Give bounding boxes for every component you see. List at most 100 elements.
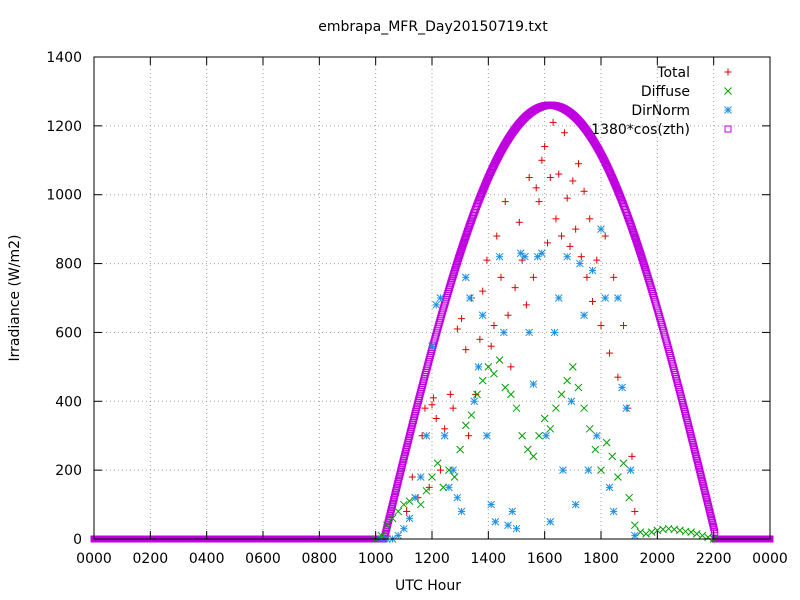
envelope-point — [689, 441, 697, 449]
envelope-point — [705, 503, 713, 511]
diffuse-point — [518, 431, 526, 440]
diffuse-point — [450, 473, 459, 481]
dirnorm-point — [440, 431, 449, 440]
envelope-point — [640, 262, 648, 270]
envelope-point — [452, 263, 460, 271]
envelope-point — [711, 528, 719, 536]
diffuse-point — [456, 445, 465, 454]
total-point — [580, 187, 588, 195]
envelope-point — [382, 528, 390, 536]
diffuse-point — [405, 497, 414, 505]
total-point — [458, 315, 466, 323]
envelope-point — [410, 414, 418, 422]
envelope-point — [693, 457, 701, 465]
envelope-point — [637, 251, 645, 259]
envelope-point — [403, 443, 411, 451]
envelope-point — [413, 401, 421, 409]
total-point — [501, 198, 509, 206]
envelope-point — [414, 399, 422, 407]
dirnorm-point — [470, 397, 479, 406]
x-tick-label: 0800 — [302, 551, 338, 567]
total-point — [610, 273, 618, 281]
envelope-point — [390, 496, 398, 504]
envelope-point — [391, 491, 399, 499]
envelope-point — [684, 419, 692, 427]
envelope-point — [397, 466, 405, 474]
total-point — [605, 349, 613, 357]
envelope-point — [700, 484, 708, 492]
dirnorm-point — [529, 380, 538, 388]
envelope-point — [684, 421, 692, 429]
envelope-point — [683, 414, 691, 422]
dirnorm-point — [630, 531, 639, 540]
dirnorm-point — [499, 328, 508, 337]
envelope-point — [396, 471, 404, 479]
envelope-point — [677, 392, 685, 400]
envelope-point — [411, 410, 419, 418]
envelope-point — [709, 519, 717, 527]
dirnorm-point — [466, 294, 474, 302]
envelope-point — [393, 482, 401, 490]
y-axis-label: Irradiance (W/m2) — [7, 235, 23, 362]
diffuse-point — [523, 445, 532, 454]
envelope-point — [412, 408, 420, 416]
dirnorm-point — [550, 328, 559, 337]
envelope-point — [416, 392, 424, 400]
dirnorm-point — [571, 500, 580, 509]
envelope-point — [454, 255, 462, 263]
diffuse-point — [507, 390, 515, 399]
total-point — [583, 273, 591, 281]
total-point — [538, 156, 546, 164]
total-point — [566, 242, 574, 250]
dirnorm-point — [588, 266, 597, 275]
diffuse-point — [563, 376, 572, 385]
envelope-point — [400, 455, 408, 463]
envelope-point — [452, 262, 460, 270]
dirnorm-point — [478, 311, 487, 320]
total-point — [476, 335, 484, 343]
envelope-point — [682, 410, 689, 418]
diffuse-point — [585, 424, 594, 433]
envelope-point — [683, 416, 691, 424]
envelope-point — [682, 412, 690, 420]
envelope-point — [399, 459, 407, 467]
diffuse-point — [574, 383, 583, 392]
total-point — [453, 325, 461, 333]
dirnorm-point — [394, 531, 403, 540]
envelope-point — [639, 256, 647, 264]
envelope-point — [407, 425, 415, 433]
envelope-point — [696, 468, 704, 476]
diffuse-point — [602, 438, 611, 447]
envelope-point — [413, 403, 421, 411]
dirnorm-point — [584, 466, 593, 474]
envelope-point — [409, 419, 417, 427]
envelope-point — [698, 477, 706, 485]
envelope-point — [707, 512, 715, 520]
diffuse-point — [428, 473, 436, 481]
chart-title: embrapa_MFR_Day20150719.txt — [318, 19, 548, 35]
envelope-point — [403, 441, 411, 449]
total-point — [462, 346, 470, 354]
envelope-point — [710, 523, 718, 531]
envelope-point — [449, 271, 457, 279]
dirnorm-point — [428, 342, 436, 351]
y-tick-label: 200 — [55, 463, 82, 479]
dirnorm-point — [508, 507, 517, 516]
dirnorm-point — [533, 252, 542, 261]
diffuse-point — [495, 356, 504, 364]
envelope-point — [408, 423, 416, 431]
envelope-point — [710, 526, 718, 534]
diffuse-point — [473, 390, 481, 399]
envelope-point — [708, 517, 716, 525]
dirnorm-point — [622, 404, 631, 413]
envelope-point — [680, 403, 688, 411]
envelope-point — [689, 439, 697, 447]
envelope-point — [694, 459, 702, 467]
envelope-point — [405, 434, 413, 442]
diffuse-point — [630, 521, 639, 530]
legend: Total Diffuse DirNorm 1380*cos(zth) — [591, 65, 732, 138]
total-point — [497, 273, 505, 281]
x-tick-label: 1400 — [471, 551, 507, 567]
total-point — [504, 311, 512, 319]
total-point — [593, 256, 601, 264]
